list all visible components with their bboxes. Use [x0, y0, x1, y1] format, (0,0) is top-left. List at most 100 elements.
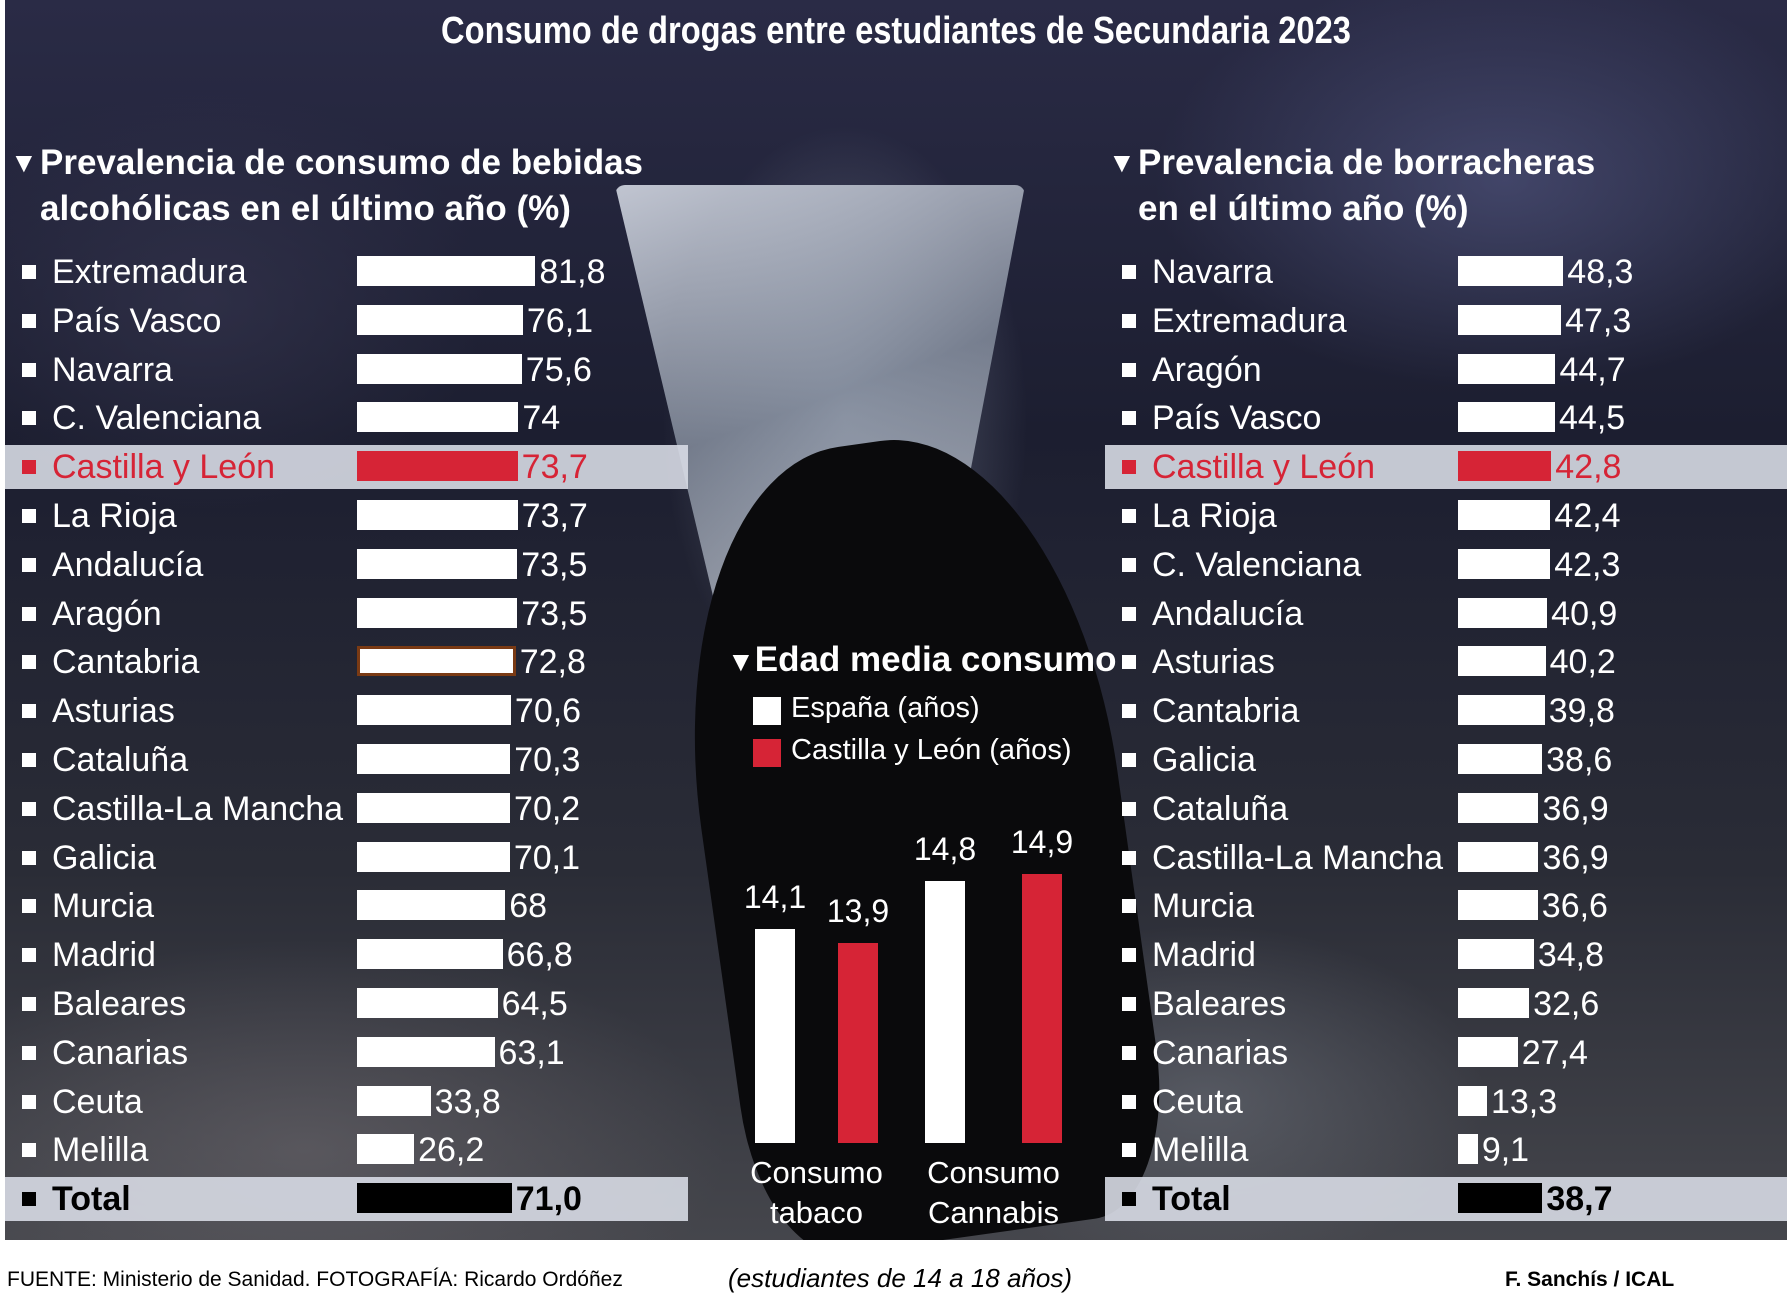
region-row-extremadura: Extremadura 47,3 [1105, 299, 1787, 343]
region-label: Total [1152, 1180, 1231, 1219]
region-label: Murcia [52, 887, 155, 926]
bullet-square-icon [1122, 362, 1136, 377]
region-row-cantabria: Cantabria 72,8 [5, 640, 688, 684]
value-label: 71,0 [515, 1180, 582, 1219]
region-row-cataluna: Cataluña 36,9 [1105, 787, 1787, 831]
value-bar [1458, 841, 1539, 872]
value-label: 40,9 [1551, 594, 1618, 633]
population-note: (estudiantes de 14 a 18 años) [728, 1263, 1073, 1293]
region-row-ceuta: Ceuta 13,3 [1105, 1080, 1787, 1124]
region-row-c-valenciana: C. Valenciana 74 [5, 396, 688, 440]
region-label: Andalucía [1152, 594, 1304, 633]
bullet-square-icon [22, 655, 36, 670]
value-label: 9,1 [1481, 1131, 1530, 1170]
age-category-line: Consumo [927, 1155, 1060, 1190]
value-bar [1458, 597, 1548, 628]
region-label: Castilla y León [52, 448, 276, 487]
bullet-square-icon [22, 1192, 36, 1207]
bullet-square-icon [1122, 1094, 1136, 1109]
region-label: Cantabria [1152, 692, 1300, 731]
legend-swatch-cyl [753, 739, 781, 767]
region-row-pais-vasco: País Vasco 76,1 [5, 299, 688, 343]
value-bar [1458, 1085, 1487, 1116]
bullet-square-icon [22, 850, 36, 865]
value-label: 70,1 [513, 838, 580, 877]
value-label: 68 [509, 887, 548, 926]
age-bar-consumo-cannabis-cyl [1022, 873, 1062, 1143]
bullet-square-icon [22, 460, 36, 475]
source-note: FUENTE: Ministerio de Sanidad. FOTOGRAFÍ… [7, 1268, 623, 1291]
region-label: Andalucía [52, 545, 204, 584]
region-row-c-valenciana: C. Valenciana 42,3 [1105, 543, 1787, 587]
alcohol-title-line1: Prevalencia de consumo de bebidas [40, 143, 643, 182]
region-row-galicia: Galicia 38,6 [1105, 738, 1787, 782]
age-value-label: 14,8 [913, 830, 977, 867]
value-label: 27,4 [1521, 1033, 1588, 1072]
value-label: 44,5 [1559, 399, 1626, 438]
region-label: Total [52, 1180, 131, 1219]
bullet-square-icon [22, 948, 36, 963]
bullet-square-icon [22, 509, 36, 523]
region-label: Aragón [52, 594, 162, 633]
region-label: País Vasco [52, 301, 222, 340]
value-bar [1458, 792, 1539, 823]
value-label: 42,3 [1554, 545, 1621, 584]
region-row-ceuta: Ceuta 33,8 [5, 1080, 688, 1124]
value-label: 66,8 [506, 936, 573, 975]
legend-label-espana: España (años) [791, 692, 980, 724]
value-bar [1458, 988, 1530, 1018]
author-credit: F. Sanchís / ICAL [1505, 1268, 1675, 1291]
value-bar [357, 1134, 415, 1165]
bullet-square-icon [22, 606, 36, 621]
triangle-down-icon: ▼ [10, 147, 38, 178]
region-label: Melilla [1152, 1131, 1249, 1170]
value-bar [1458, 451, 1552, 482]
bullet-square-icon [1122, 1045, 1136, 1060]
value-label: 42,8 [1555, 448, 1622, 487]
bullet-square-icon [1122, 606, 1136, 621]
value-bar [1458, 353, 1556, 384]
region-label: Asturias [52, 692, 175, 731]
value-bar [357, 548, 518, 579]
value-label: 36,9 [1542, 789, 1609, 828]
value-bar [357, 939, 503, 970]
region-label: Ceuta [1152, 1082, 1243, 1121]
region-label: Baleares [1152, 985, 1287, 1023]
region-row-canarias: Canarias 63,1 [5, 1031, 688, 1075]
region-label: Castilla-La Mancha [1152, 838, 1444, 877]
value-bar [357, 402, 519, 433]
value-bar [357, 695, 511, 726]
region-label: Madrid [1152, 936, 1256, 975]
bullet-square-icon [22, 362, 36, 377]
value-label: 76,1 [526, 301, 594, 340]
value-bar [1458, 1134, 1478, 1165]
bullet-square-icon [1122, 997, 1136, 1011]
region-row-extremadura: Extremadura 81,8 [5, 250, 688, 294]
region-row-aragon: Aragón 44,7 [1105, 348, 1787, 392]
value-bar [1458, 1183, 1543, 1214]
region-label: Ceuta [52, 1082, 143, 1121]
infographic-title: Consumo de drogas entre estudiantes de S… [441, 10, 1351, 52]
region-label: Cataluña [1152, 789, 1289, 828]
value-bar [1458, 646, 1546, 677]
region-row-pais-vasco: País Vasco 44,5 [1105, 396, 1787, 440]
region-label: Galicia [52, 838, 156, 877]
bullet-square-icon [1122, 899, 1136, 914]
value-label: 74 [522, 399, 561, 438]
bullet-square-icon [22, 753, 36, 767]
bullet-square-icon [1122, 557, 1136, 572]
bullet-square-icon [22, 1094, 36, 1109]
region-label: Aragón [1152, 350, 1262, 389]
bullet-square-icon [1122, 313, 1136, 328]
bullet-square-icon [1122, 460, 1136, 475]
value-bar [1458, 500, 1551, 530]
value-label: 13,3 [1490, 1082, 1558, 1121]
age-value-label: 14,9 [1010, 823, 1074, 860]
value-label: 48,3 [1567, 253, 1634, 291]
value-label: 70,3 [514, 741, 581, 779]
age-panel-title: ▼Edad media consumo [727, 640, 1116, 680]
bullet-square-icon [1122, 704, 1136, 719]
bullet-square-icon [1122, 1143, 1136, 1158]
value-label: 36,6 [1541, 887, 1608, 926]
value-bar [1458, 548, 1551, 579]
